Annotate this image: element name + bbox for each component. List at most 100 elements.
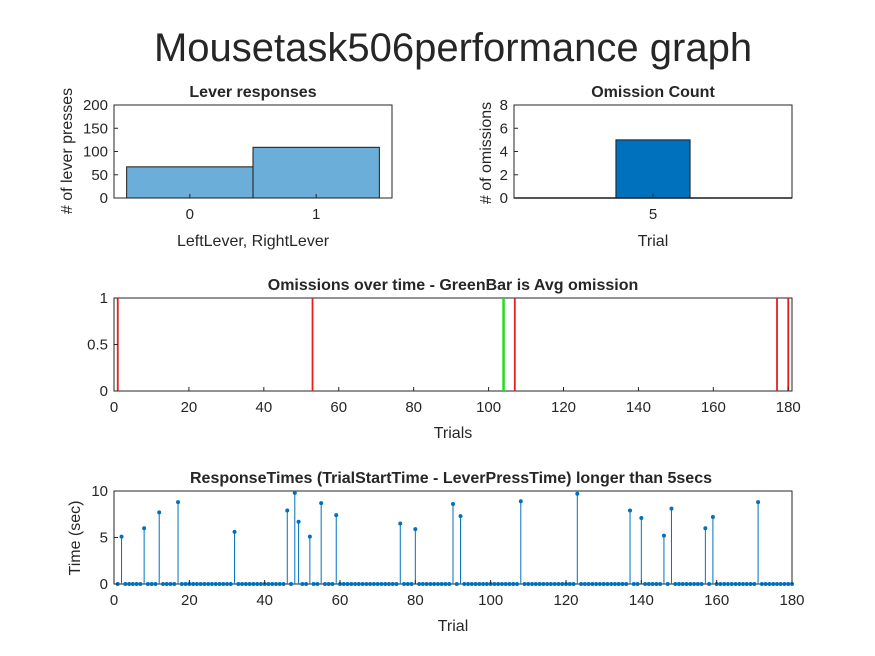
response-point [292, 490, 297, 495]
response-point [552, 582, 557, 586]
response-point [138, 582, 143, 586]
lever-ytick-label: 200 [83, 97, 108, 114]
response-point [481, 582, 486, 586]
omissions-over-time-panel: Omissions over time - GreenBar is Avg om… [87, 277, 801, 442]
response-point [763, 582, 768, 586]
response-point [202, 582, 207, 586]
response-point [579, 582, 584, 586]
response-point [725, 582, 730, 586]
response-point [741, 582, 746, 586]
response-point [684, 582, 689, 586]
response-point [752, 582, 757, 586]
response-point [477, 582, 482, 586]
resp-ytick-label: 10 [91, 483, 108, 500]
response-point [586, 582, 591, 586]
response-point [699, 582, 704, 586]
response-point [206, 582, 211, 586]
response-point [390, 582, 395, 586]
response-point [707, 582, 712, 586]
response-point [639, 515, 644, 520]
resp-xtick-label: 100 [478, 592, 503, 609]
omissions-over-time-title: Omissions over time - GreenBar is Avg om… [268, 277, 638, 294]
lever-ytick-label: 0 [100, 190, 108, 207]
response-point [341, 582, 346, 586]
lever-responses-panel: Lever responses 0 1 0 50 100 150 200 LeftLeve… [59, 84, 393, 250]
response-point [398, 521, 403, 526]
response-point [507, 582, 512, 586]
response-point [149, 582, 154, 586]
response-point [560, 582, 565, 586]
time-ytick-label: 0 [100, 383, 108, 400]
response-point [537, 582, 542, 586]
response-point [307, 534, 312, 539]
response-point [240, 582, 245, 586]
response-point [635, 582, 640, 586]
response-times-title: ResponseTimes (TrialStartTime - LeverPre… [190, 470, 712, 487]
response-point [767, 582, 772, 586]
response-point [417, 582, 422, 586]
response-point [153, 582, 158, 586]
response-point [695, 582, 700, 586]
response-point [349, 582, 354, 586]
response-point [661, 533, 666, 538]
response-point [771, 582, 776, 586]
response-point [330, 582, 335, 586]
response-point [499, 582, 504, 586]
response-point [439, 582, 444, 586]
omission-count-bar [615, 139, 691, 199]
resp-ytick-label: 5 [100, 530, 108, 547]
response-point [703, 526, 708, 531]
resp-xtick-label: 60 [332, 592, 349, 609]
response-point [582, 582, 587, 586]
response-point [326, 582, 331, 586]
omission-count-xlabel: Trial [638, 233, 669, 250]
response-point [462, 582, 467, 586]
response-point [748, 582, 753, 586]
response-point [213, 582, 218, 586]
response-point [620, 582, 625, 586]
response-times-panel: ResponseTimes (TrialStartTime - LeverPre… [67, 470, 805, 635]
response-point [194, 582, 199, 586]
omission-count-panel: Omission Count 5 0 2 4 6 8 Trial # of omissi… [478, 84, 793, 250]
response-point [364, 582, 369, 586]
response-point [609, 582, 614, 586]
response-point [172, 582, 177, 586]
response-point [484, 582, 489, 586]
lever-responses-ylabel: # of lever presses [59, 88, 76, 214]
response-point [217, 582, 222, 586]
response-point [782, 582, 787, 586]
response-point [718, 582, 723, 586]
omission-ytick-label: 6 [500, 120, 508, 137]
response-point [515, 582, 520, 586]
lever-ytick-label: 100 [83, 144, 108, 161]
resp-xtick-label: 180 [779, 592, 804, 609]
time-xtick-label: 40 [255, 399, 272, 416]
response-times-ylabel: Time (sec) [67, 501, 84, 576]
response-point [273, 582, 278, 586]
response-point [270, 582, 275, 586]
response-point [145, 582, 150, 586]
response-point [168, 582, 173, 586]
response-point [458, 514, 463, 519]
response-point [646, 582, 651, 586]
time-xtick-label: 180 [776, 399, 801, 416]
response-point [236, 582, 241, 586]
response-point [304, 582, 309, 586]
response-point [176, 500, 181, 505]
response-point [277, 582, 282, 586]
response-point [285, 508, 290, 513]
response-point [221, 582, 226, 586]
response-point [616, 582, 621, 586]
response-point [545, 582, 550, 586]
response-point [322, 582, 327, 586]
response-point [786, 582, 791, 586]
response-point [255, 582, 260, 586]
response-point [526, 582, 531, 586]
resp-xtick-label: 80 [407, 592, 424, 609]
response-point [665, 582, 670, 586]
response-point [405, 582, 410, 586]
response-point [247, 582, 252, 586]
response-point [281, 582, 286, 586]
response-point [594, 582, 599, 586]
response-point [368, 582, 373, 586]
